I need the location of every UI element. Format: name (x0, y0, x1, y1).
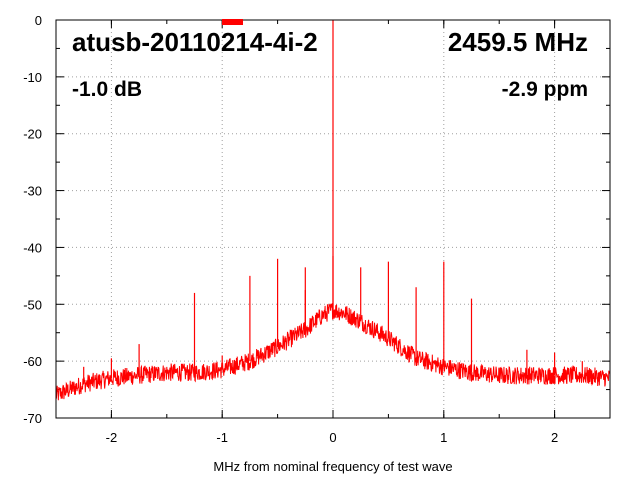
x-tick-label: -2 (106, 430, 118, 445)
y-tick-label: -60 (23, 354, 42, 369)
y-tick-label: -40 (23, 240, 42, 255)
x-axis-title: MHz from nominal frequency of test wave (213, 459, 452, 474)
y-tick-label: -70 (23, 411, 42, 426)
noise-floor-trace (55, 303, 611, 401)
axis-ticks: -2 -1 0 1 20-10-20-30-40-50-60-70 (23, 13, 611, 445)
x-tick-label: 2 (551, 430, 558, 445)
gain-label: -1.0 dB (72, 78, 142, 101)
y-tick-label: -50 (23, 297, 42, 312)
y-tick-label: -30 (23, 184, 42, 199)
frequency-label: 2459.5 MHz (448, 27, 588, 57)
legend-swatch (222, 19, 243, 25)
x-tick-label: -1 (216, 430, 228, 445)
chart-title: atusb-20110214-4i-2 (72, 27, 318, 57)
y-tick-label: 0 (35, 13, 42, 28)
spectrum-series (55, 20, 611, 401)
x-tick-label: 0 (329, 430, 336, 445)
y-tick-label: -10 (23, 70, 42, 85)
x-tick-label: 1 (440, 430, 447, 445)
y-tick-label: -20 (23, 127, 42, 142)
offset-label: -2.9 ppm (502, 78, 588, 101)
plot-frame (55, 19, 611, 419)
